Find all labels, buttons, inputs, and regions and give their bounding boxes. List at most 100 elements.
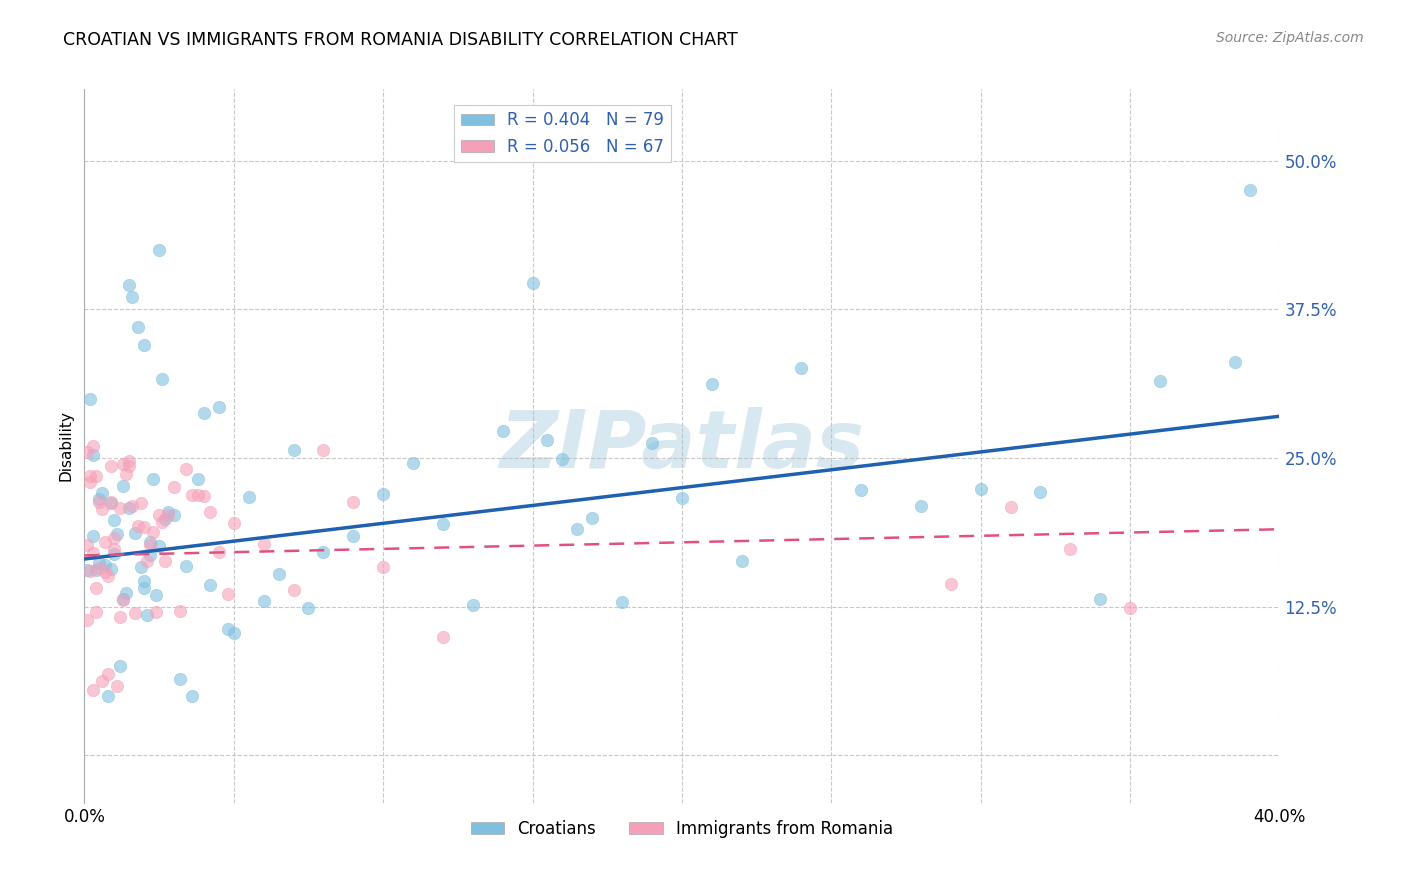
Point [342, 529, 364, 543]
Point [373, 487, 395, 501]
Point [124, 525, 146, 540]
Point [136, 607, 159, 622]
Point [641, 436, 664, 450]
Point [193, 489, 215, 503]
Point [129, 496, 152, 510]
Point [82, 682, 104, 697]
Point [910, 500, 932, 514]
Point [112, 592, 135, 607]
Point [187, 472, 209, 486]
Point [208, 545, 231, 559]
Y-axis label: Disability: Disability [58, 410, 73, 482]
Point [174, 558, 197, 573]
Point [79, 468, 101, 483]
Point [1090, 592, 1112, 607]
Point [94, 565, 117, 579]
Point [91, 674, 114, 689]
Point [1059, 541, 1081, 556]
Point [139, 548, 162, 562]
Point [103, 531, 125, 545]
Text: ZIPatlas: ZIPatlas [499, 407, 865, 485]
Point [536, 434, 558, 448]
Point [127, 320, 149, 334]
Point [522, 276, 544, 290]
Point [153, 554, 176, 568]
Point [193, 406, 215, 420]
Legend: Croatians, Immigrants from Romania: Croatians, Immigrants from Romania [464, 814, 900, 845]
Point [97, 568, 120, 582]
Point [76, 563, 98, 577]
Point [105, 679, 128, 693]
Point [492, 424, 515, 438]
Point [217, 587, 239, 601]
Point [157, 505, 180, 519]
Point [76, 613, 98, 627]
Point [100, 562, 122, 576]
Point [157, 508, 180, 523]
Point [1149, 374, 1171, 388]
Point [139, 538, 162, 552]
Point [567, 522, 589, 536]
Point [150, 372, 173, 386]
Point [208, 400, 231, 414]
Point [612, 595, 634, 609]
Point [181, 689, 204, 703]
Point [97, 689, 120, 703]
Point [86, 468, 108, 483]
Point [110, 609, 132, 624]
Point [100, 494, 122, 508]
Point [283, 443, 305, 458]
Point [79, 475, 101, 489]
Point [86, 581, 108, 595]
Point [89, 494, 111, 508]
Point [283, 583, 305, 598]
Point [432, 631, 454, 645]
Point [136, 553, 159, 567]
Point [121, 500, 143, 514]
Point [94, 534, 117, 549]
Point [118, 459, 141, 474]
Point [148, 539, 170, 553]
Point [79, 564, 101, 578]
Point [89, 491, 111, 506]
Point [124, 606, 146, 620]
Point [132, 520, 156, 534]
Point [145, 606, 167, 620]
Point [97, 667, 120, 681]
Point [163, 508, 186, 522]
Point [103, 542, 125, 557]
Point [253, 593, 276, 607]
Point [150, 515, 173, 529]
Point [86, 605, 108, 619]
Point [76, 445, 98, 459]
Point [110, 500, 132, 515]
Point [94, 558, 117, 573]
Point [181, 488, 204, 502]
Point [118, 278, 141, 293]
Point [217, 622, 239, 636]
Point [851, 483, 873, 498]
Point [82, 439, 104, 453]
Point [100, 496, 122, 510]
Point [373, 559, 395, 574]
Point [105, 527, 128, 541]
Point [939, 577, 962, 591]
Point [297, 600, 319, 615]
Point [82, 529, 104, 543]
Point [115, 467, 138, 482]
Point [1223, 355, 1246, 369]
Point [127, 519, 149, 533]
Point [82, 546, 104, 560]
Point [132, 574, 156, 588]
Point [731, 554, 754, 568]
Point [89, 556, 111, 570]
Point [142, 472, 165, 486]
Point [187, 488, 209, 502]
Point [91, 501, 114, 516]
Point [86, 562, 108, 576]
Point [312, 442, 335, 457]
Point [91, 486, 114, 500]
Point [103, 547, 125, 561]
Point [222, 626, 245, 640]
Point [132, 338, 156, 352]
